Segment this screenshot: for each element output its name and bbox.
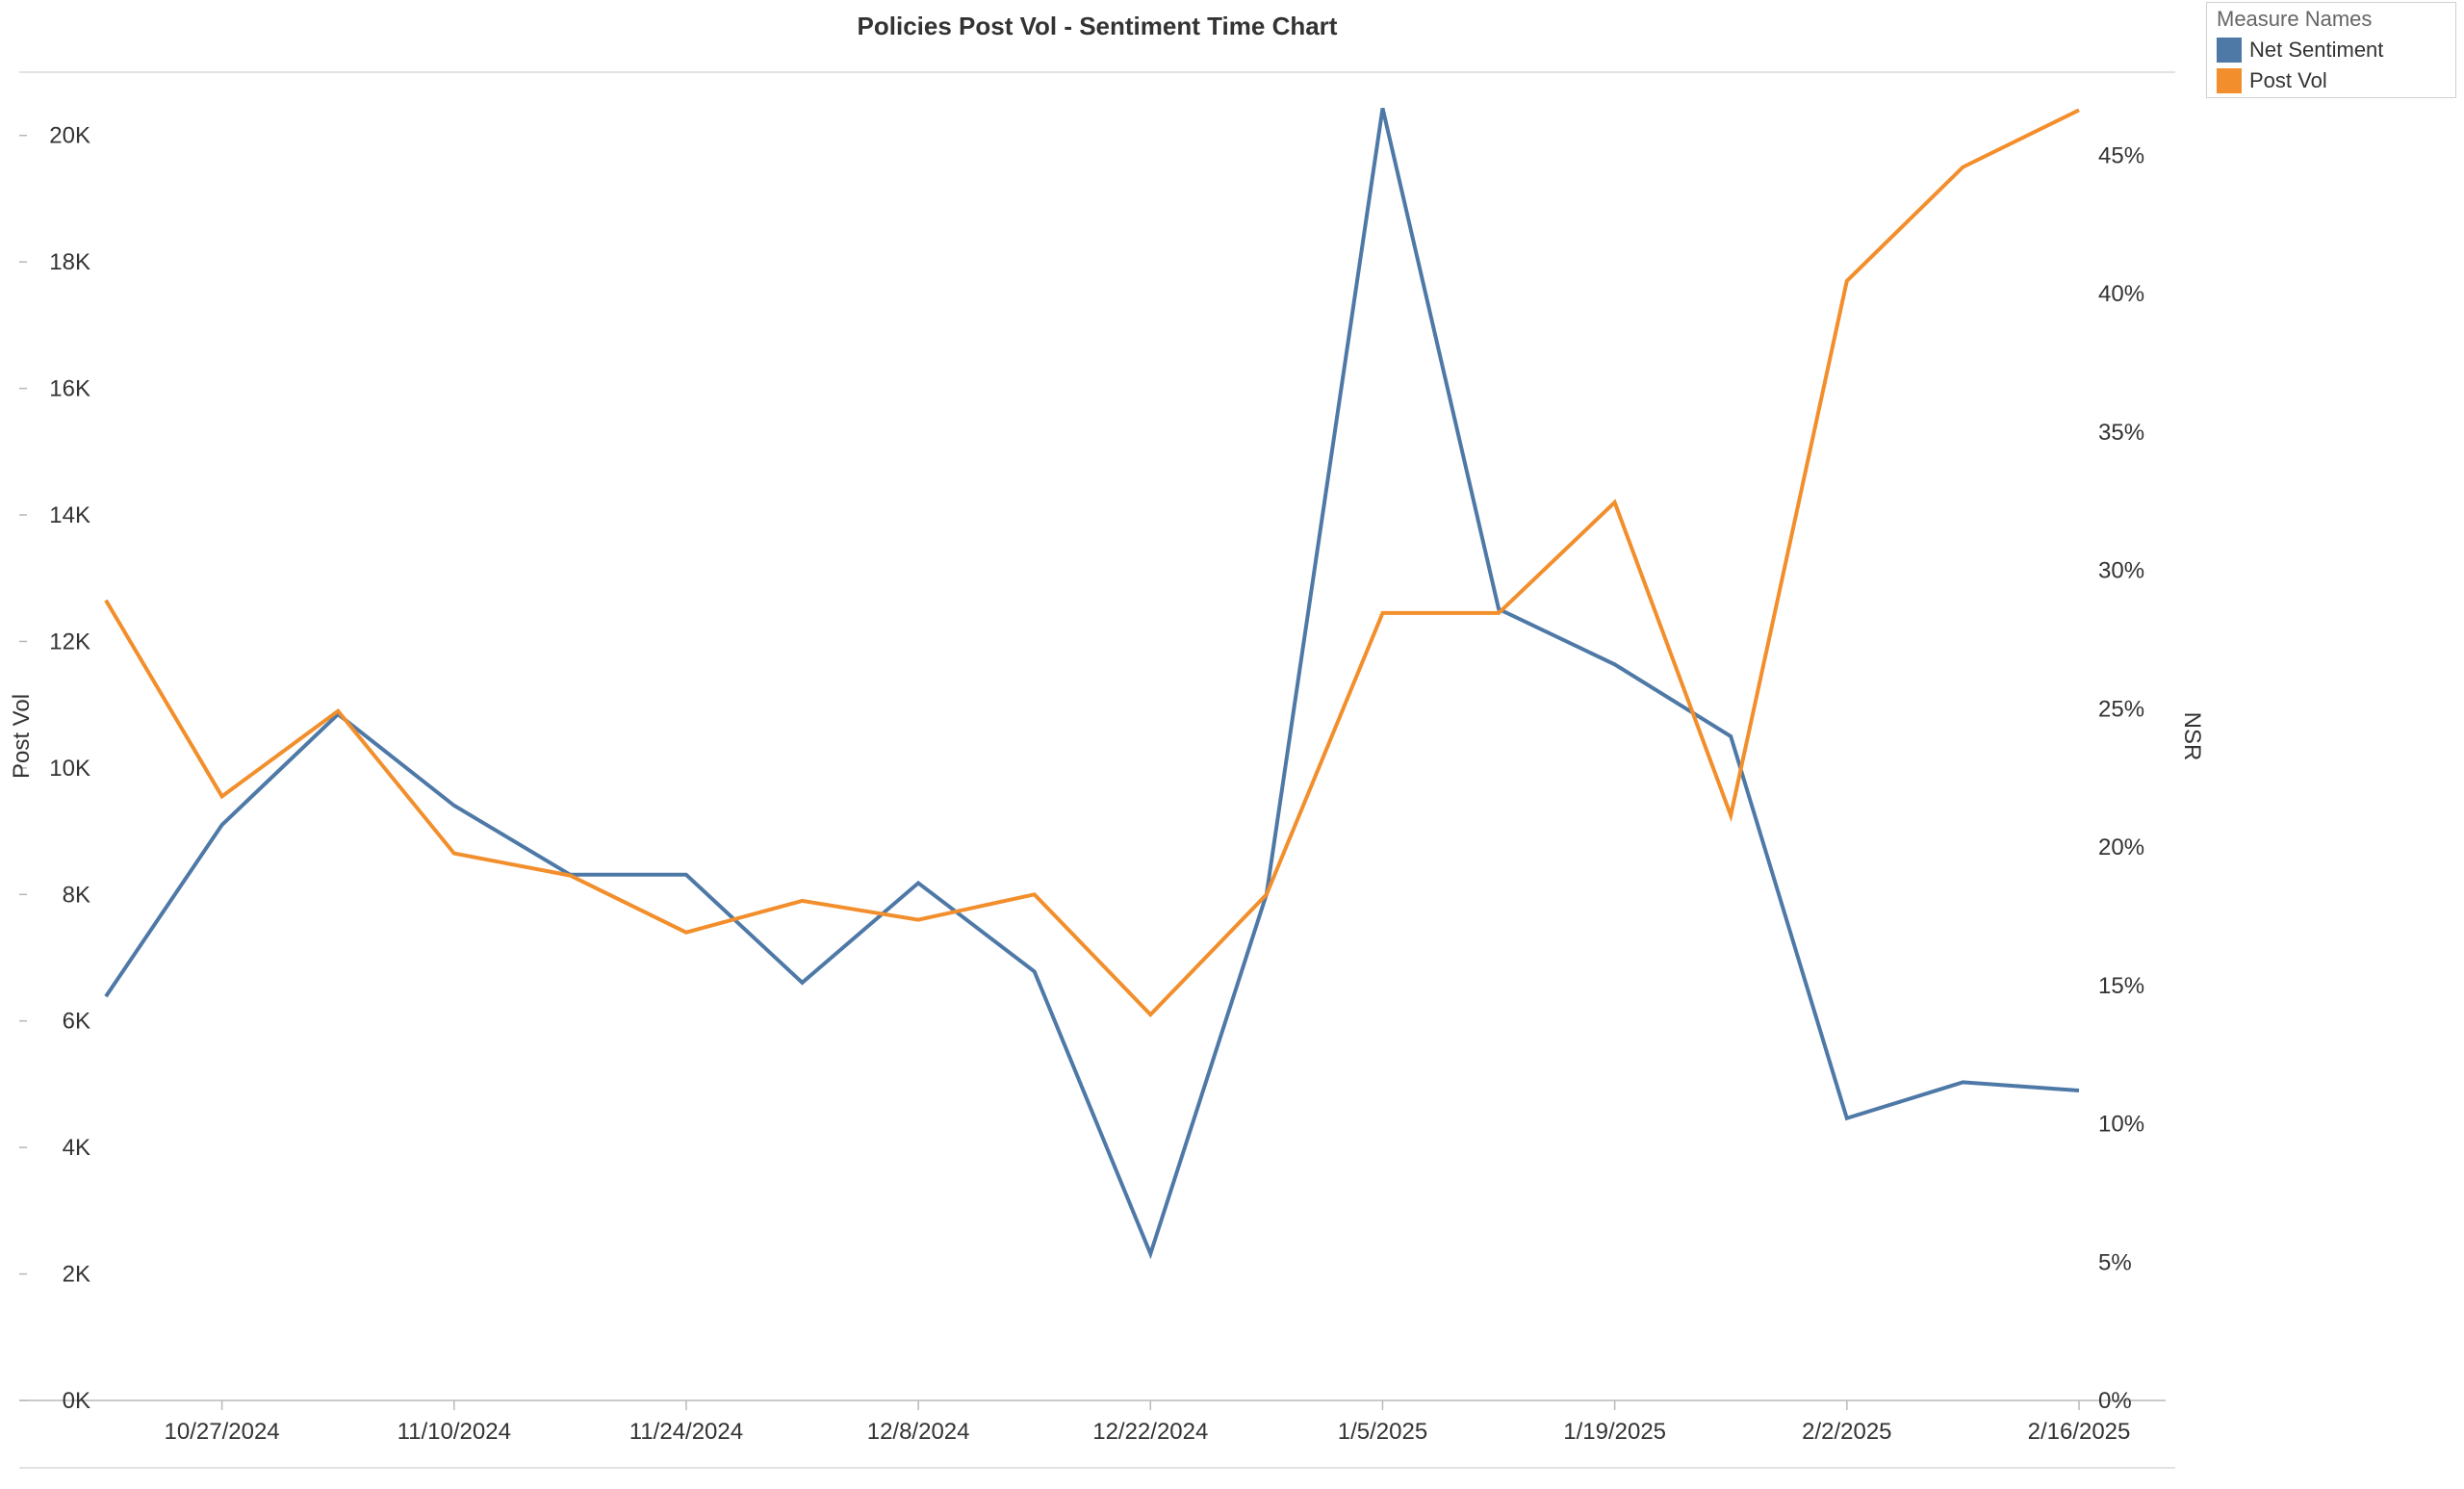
y-right-axis-title: NSR — [2179, 712, 2205, 761]
chart-container: Policies Post Vol - Sentiment Time Chart… — [0, 0, 2464, 1489]
series-line-net-sentiment[interactable] — [106, 108, 2079, 1253]
x-tick-label: 11/10/2024 — [398, 1419, 511, 1445]
y-left-tick-label: 10K — [49, 756, 90, 782]
y-right-tick-label: 45% — [2098, 142, 2144, 168]
x-tick-label: 12/22/2024 — [1092, 1419, 1208, 1445]
x-tick-label: 12/8/2024 — [867, 1419, 970, 1445]
y-right-tick-label: 30% — [2098, 558, 2144, 584]
y-left-tick-label: 2K — [63, 1262, 90, 1288]
x-tick-label: 11/24/2024 — [629, 1419, 743, 1445]
y-left-tick-label: 14K — [49, 502, 90, 528]
x-tick-label: 1/19/2025 — [1563, 1419, 1666, 1445]
y-left-tick-label: 12K — [49, 629, 90, 655]
y-right-tick-label: 15% — [2098, 973, 2144, 999]
y-right-tick-label: 5% — [2098, 1249, 2132, 1275]
series-line-post-vol[interactable] — [106, 110, 2079, 1014]
y-left-tick-label: 18K — [49, 249, 90, 275]
x-tick-label: 2/2/2025 — [1802, 1419, 1891, 1445]
y-right-tick-label: 35% — [2098, 420, 2144, 446]
y-left-tick-label: 4K — [63, 1135, 90, 1161]
y-left-tick-label: 8K — [63, 882, 90, 908]
y-right-tick-label: 0% — [2098, 1388, 2132, 1414]
y-left-tick-label: 16K — [49, 376, 90, 402]
y-left-tick-label: 6K — [63, 1009, 90, 1035]
y-left-axis-title: Post Vol — [9, 694, 35, 779]
x-tick-label: 2/16/2025 — [2028, 1419, 2131, 1445]
y-right-tick-label: 20% — [2098, 834, 2144, 860]
x-tick-label: 10/27/2024 — [165, 1419, 280, 1445]
y-right-tick-label: 40% — [2098, 281, 2144, 307]
y-right-tick-label: 25% — [2098, 696, 2144, 722]
x-tick-label: 1/5/2025 — [1338, 1419, 1427, 1445]
y-left-tick-label: 20K — [49, 123, 90, 149]
chart-plot: 0K 2K 4K 6K 8K 10K 12K 14K 16K 18K 20K 0% 5% 10% 15% 20… — [0, 0, 2464, 1489]
y-right-tick-label: 10% — [2098, 1112, 2144, 1138]
y-left-tick-label: 0K — [63, 1388, 90, 1414]
